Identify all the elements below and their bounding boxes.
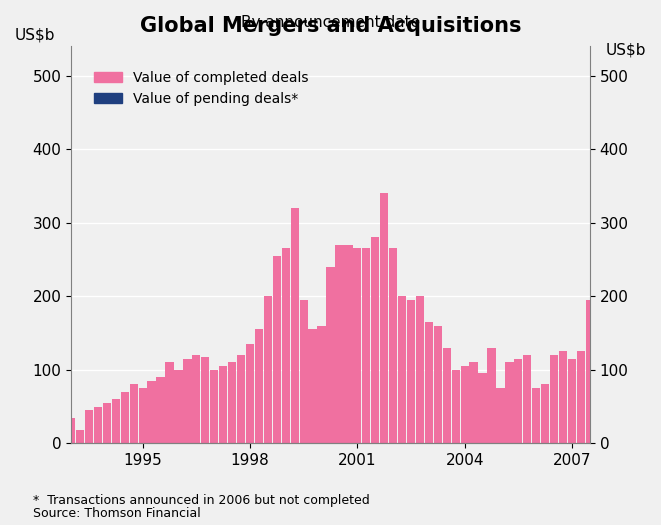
Bar — [291, 208, 299, 443]
Bar — [469, 362, 478, 443]
Bar — [621, 333, 630, 443]
Bar — [416, 296, 424, 443]
Bar — [568, 359, 576, 443]
Bar — [175, 370, 182, 443]
Bar — [264, 296, 272, 443]
Bar — [362, 248, 370, 443]
Bar — [371, 237, 379, 443]
Bar — [461, 366, 469, 443]
Bar — [532, 388, 540, 443]
Bar — [407, 300, 415, 443]
Bar — [487, 348, 496, 443]
Bar — [425, 322, 433, 443]
Bar — [657, 292, 661, 443]
Bar — [479, 373, 486, 443]
Bar — [139, 388, 147, 443]
Bar — [434, 326, 442, 443]
Bar — [219, 366, 227, 443]
Bar — [577, 351, 585, 443]
Bar — [255, 329, 263, 443]
Bar — [344, 245, 352, 443]
Bar — [121, 392, 129, 443]
Text: By announcement date: By announcement date — [241, 15, 420, 30]
Bar — [613, 359, 621, 443]
Bar — [201, 356, 210, 443]
Y-axis label: US$b: US$b — [606, 42, 646, 57]
Bar — [631, 318, 639, 443]
Bar — [94, 406, 102, 443]
Bar — [228, 362, 236, 443]
Y-axis label: US$b: US$b — [15, 27, 55, 42]
Bar — [309, 329, 317, 443]
Bar — [559, 351, 567, 443]
Bar — [514, 359, 522, 443]
Bar — [398, 296, 406, 443]
Legend: Value of completed deals, Value of pending deals*: Value of completed deals, Value of pendi… — [89, 65, 314, 111]
Bar — [192, 355, 200, 443]
Bar — [496, 388, 504, 443]
Bar — [76, 430, 84, 443]
Bar — [505, 362, 514, 443]
Bar — [586, 300, 594, 443]
Bar — [237, 355, 245, 443]
Bar — [282, 248, 290, 443]
Bar — [603, 362, 612, 443]
Bar — [210, 370, 218, 443]
Bar — [451, 370, 460, 443]
Bar — [183, 359, 192, 443]
Bar — [112, 399, 120, 443]
Bar — [85, 410, 93, 443]
Bar — [541, 384, 549, 443]
Bar — [648, 300, 656, 443]
Bar — [317, 326, 326, 443]
Bar — [327, 267, 334, 443]
Bar — [246, 344, 254, 443]
Bar — [550, 355, 559, 443]
Bar — [67, 417, 75, 443]
Bar — [299, 300, 308, 443]
Bar — [147, 381, 156, 443]
Bar — [443, 348, 451, 443]
Bar — [389, 248, 397, 443]
Bar — [335, 245, 344, 443]
Text: *  Transactions announced in 2006 but not completed: * Transactions announced in 2006 but not… — [33, 494, 369, 507]
Bar — [165, 362, 174, 443]
Bar — [273, 256, 281, 443]
Title: Global Mergers and Acquisitions: Global Mergers and Acquisitions — [139, 16, 522, 36]
Bar — [595, 296, 603, 443]
Bar — [130, 384, 138, 443]
Bar — [639, 314, 648, 443]
Bar — [102, 403, 111, 443]
Bar — [157, 377, 165, 443]
Bar — [523, 355, 531, 443]
Text: Source: Thomson Financial: Source: Thomson Financial — [33, 507, 201, 520]
Bar — [353, 248, 362, 443]
Bar — [380, 193, 388, 443]
